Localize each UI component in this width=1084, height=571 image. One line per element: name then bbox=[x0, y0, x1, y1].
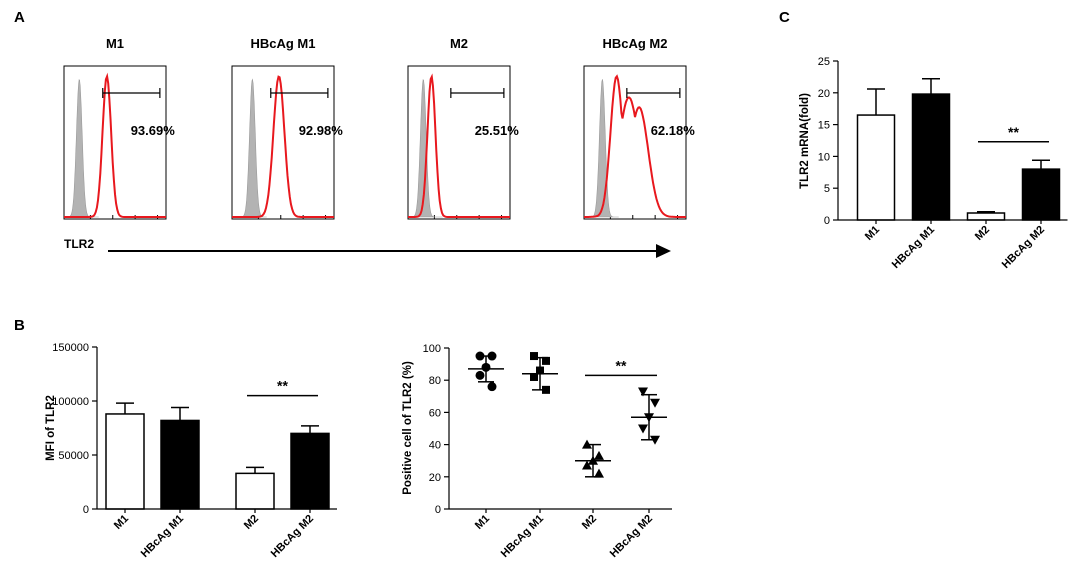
mfi-bar-chart: 0 50000 100000 150000 M1 HBcAg M1 M2 HBcAg M2 **… bbox=[45, 342, 337, 560]
x-tick-label: M2 bbox=[242, 513, 261, 532]
bar bbox=[856, 114, 896, 221]
y-axis-label: MFI of TLR2 bbox=[45, 395, 57, 461]
panel-label-c: C bbox=[779, 9, 790, 26]
bar bbox=[235, 472, 275, 510]
x-tick-label: M1 bbox=[112, 513, 131, 532]
histogram-frame bbox=[583, 65, 687, 220]
y-tick-label: 60 bbox=[429, 407, 441, 419]
data-point bbox=[530, 372, 538, 381]
data-point bbox=[638, 387, 648, 397]
data-point bbox=[588, 455, 598, 465]
tlr2-histogram bbox=[584, 74, 686, 218]
significance-label: ** bbox=[277, 378, 288, 394]
histogram-title: M1 bbox=[106, 36, 124, 51]
percent-positive-label: 92.98% bbox=[299, 123, 344, 138]
positive-cell-scatter-chart: 0 20 40 60 80 100 M1 HBcAg M1 M2 HBcAg M2 ** Positi… bbox=[402, 343, 672, 560]
histogram-title: HBcAg M2 bbox=[602, 36, 667, 51]
isotype-histogram bbox=[408, 78, 443, 218]
data-point bbox=[594, 468, 604, 478]
data-point bbox=[536, 366, 544, 375]
x-tick-label: HBcAg M1 bbox=[890, 224, 937, 271]
data-point bbox=[475, 370, 485, 380]
percent-positive-label: 62.18% bbox=[651, 123, 696, 138]
y-tick-label: 0 bbox=[824, 215, 830, 227]
data-point bbox=[542, 385, 550, 394]
x-tick-label: M1 bbox=[473, 513, 492, 532]
y-tick-label: 80 bbox=[429, 375, 441, 387]
tlr2-histogram bbox=[64, 72, 166, 218]
x-tick-label: HBcAg M2 bbox=[1000, 224, 1047, 271]
data-point bbox=[644, 413, 654, 423]
y-tick-label: 50000 bbox=[58, 450, 89, 462]
x-tick-label: HBcAg M2 bbox=[608, 513, 655, 560]
data-point bbox=[650, 435, 660, 445]
x-tick-label: HBcAg M2 bbox=[269, 513, 316, 560]
axis-label-tlr2: TLR2 bbox=[64, 237, 94, 251]
histogram-frame bbox=[407, 65, 511, 220]
y-tick-label: 10 bbox=[818, 151, 830, 163]
data-point bbox=[542, 356, 550, 365]
x-tick-label: M2 bbox=[973, 224, 992, 243]
data-point bbox=[638, 424, 648, 434]
data-point bbox=[475, 351, 485, 361]
y-axis-label: Positive cell of TLR2 (%) bbox=[402, 361, 414, 495]
y-axis-label: TLR2 mRNA(fold) bbox=[799, 93, 811, 189]
bar bbox=[290, 432, 330, 510]
bar bbox=[966, 212, 1006, 221]
y-tick-label: 15 bbox=[818, 120, 830, 132]
data-point bbox=[582, 460, 592, 470]
mrna-bar-chart: 0 5 10 15 20 25 M1 HBcAg M1 M2 HBcAg M2 ** TLR2 mRN… bbox=[799, 56, 1068, 271]
tlr2-histogram bbox=[408, 73, 510, 218]
x-tick-label: HBcAg M1 bbox=[139, 513, 186, 560]
significance-label: ** bbox=[1008, 124, 1019, 140]
data-point bbox=[582, 439, 592, 449]
x-tick-label: M2 bbox=[580, 513, 599, 532]
histogram-frame bbox=[63, 65, 167, 220]
panel-label-b: B bbox=[14, 317, 25, 334]
y-tick-label: 100 bbox=[423, 343, 441, 355]
data-point bbox=[481, 362, 491, 372]
data-point bbox=[594, 450, 604, 460]
significance-label: ** bbox=[616, 357, 627, 373]
y-tick-label: 20 bbox=[429, 472, 441, 484]
histogram-title: M2 bbox=[450, 36, 468, 51]
histogram-frame bbox=[231, 65, 335, 220]
x-tick-label: M1 bbox=[863, 224, 882, 243]
y-tick-label: 5 bbox=[824, 183, 830, 195]
x-tick-label: HBcAg M1 bbox=[499, 513, 546, 560]
bar bbox=[105, 413, 145, 510]
percent-positive-label: 93.69% bbox=[131, 123, 176, 138]
isotype-histogram bbox=[64, 78, 99, 218]
histogram-title: HBcAg M1 bbox=[250, 36, 315, 51]
y-tick-label: 40 bbox=[429, 440, 441, 452]
data-point bbox=[650, 398, 660, 408]
data-point bbox=[487, 382, 497, 392]
y-tick-label: 0 bbox=[83, 504, 89, 516]
percent-positive-label: 25.51% bbox=[475, 123, 520, 138]
tlr2-histogram bbox=[232, 75, 334, 218]
y-tick-label: 20 bbox=[818, 88, 830, 100]
y-tick-label: 150000 bbox=[52, 342, 89, 354]
panel-label-a: A bbox=[14, 9, 25, 26]
bar bbox=[911, 93, 951, 221]
axis-arrow-head bbox=[656, 244, 671, 258]
bar bbox=[1021, 168, 1061, 221]
y-tick-label: 100000 bbox=[52, 396, 89, 408]
bar bbox=[160, 419, 200, 510]
y-tick-label: 25 bbox=[818, 56, 830, 68]
isotype-histogram bbox=[232, 78, 267, 218]
data-point bbox=[530, 352, 538, 361]
histogram-panel: M1 93.69% HBcAg M1 92.98% M2 25.51% HBcAg M2 62… bbox=[63, 36, 696, 258]
data-point bbox=[487, 351, 497, 361]
y-tick-label: 0 bbox=[435, 504, 441, 516]
